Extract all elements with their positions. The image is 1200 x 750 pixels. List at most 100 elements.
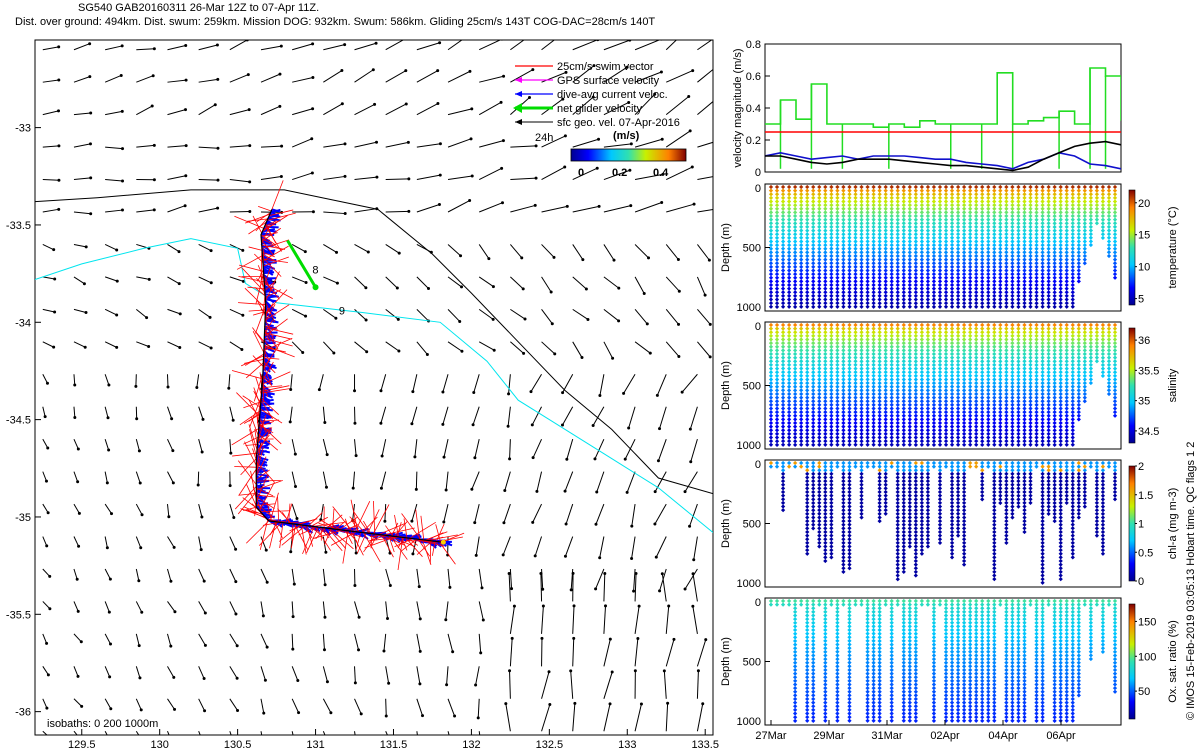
- geo-vector: [320, 503, 324, 520]
- geo-vector-head: [380, 454, 384, 458]
- geo-vector-head: [691, 69, 695, 73]
- geo-vector: [42, 179, 59, 181]
- temperature-profile-point: [786, 268, 792, 273]
- temperature-profile-point: [853, 235, 858, 240]
- temperature-profile-point: [847, 268, 852, 273]
- geo-vector-head: [353, 583, 357, 587]
- temperature-profile-point: [793, 192, 798, 197]
- geo-vector-head: [637, 604, 641, 608]
- geo-vector: [136, 48, 155, 51]
- swim-vector: [252, 448, 257, 461]
- geo-vector-head: [617, 319, 621, 323]
- swim-vector: [264, 318, 288, 337]
- geo-vector: [603, 205, 631, 213]
- temperature-profile-point: [871, 195, 876, 201]
- geo-vector: [385, 244, 400, 254]
- geo-vector-head: [604, 604, 608, 608]
- geo-vector: [318, 374, 324, 390]
- temperature-profile-point: [774, 297, 780, 302]
- geo-vector: [322, 471, 327, 488]
- geo-vector: [291, 308, 306, 317]
- temperature-profile-point: [889, 264, 894, 269]
- geo-vector-head: [43, 415, 47, 419]
- swim-vector: [243, 506, 264, 516]
- geo-vector-head: [46, 673, 50, 677]
- geo-vector-head: [395, 286, 399, 290]
- geo-vector-head: [137, 644, 141, 648]
- geo-vector-head: [502, 521, 506, 525]
- geo-vector: [566, 439, 574, 460]
- geo-vector-head: [84, 311, 88, 315]
- geo-vector-head: [617, 286, 621, 290]
- swim-vector: [263, 256, 289, 267]
- temperature-profile-point: [768, 301, 774, 306]
- geo-vector-head: [323, 583, 327, 587]
- temperature-profile-point: [871, 293, 876, 299]
- swim-vector: [262, 258, 288, 263]
- geo-vector: [136, 341, 149, 347]
- velocity-y-axis: 00.20.40.60.8: [746, 39, 770, 179]
- swim-vector: [262, 245, 289, 262]
- geo-vector: [198, 633, 206, 646]
- swim-vector: [238, 468, 257, 496]
- temperature-profile-point: [823, 286, 828, 291]
- temperature-profile-point: [919, 286, 924, 291]
- dac-vector: [264, 225, 279, 229]
- geostrophic-velocity-field: [42, 40, 713, 748]
- temperature-profile-point: [877, 275, 882, 280]
- temperature-profile-point: [774, 261, 780, 266]
- temperature-profile-point: [805, 297, 810, 302]
- temperature-profile-point: [883, 253, 888, 259]
- temperature-profile-point: [799, 286, 804, 291]
- geo-vector: [104, 601, 110, 613]
- temperature-profile-point: [895, 235, 900, 240]
- geo-vector-head: [147, 277, 151, 281]
- geo-vector-head: [581, 258, 585, 262]
- geo-vector: [509, 439, 511, 459]
- geo-vector-head: [688, 524, 692, 528]
- geo-vector-head: [216, 77, 220, 81]
- geo-vector: [104, 471, 108, 483]
- temperature-profile-point: [847, 301, 852, 306]
- geo-vector-head: [707, 258, 711, 262]
- geo-vector: [291, 439, 296, 455]
- geo-vector-head: [608, 637, 612, 641]
- speed-colorbar: [570, 148, 687, 162]
- geo-vector: [167, 205, 186, 213]
- temperature-profile-point: [847, 261, 852, 266]
- temperature-profile-point: [793, 203, 798, 208]
- temperature-profile-point: [841, 253, 846, 259]
- temperature-profile-point: [853, 199, 858, 204]
- temperature-profile-point: [889, 221, 894, 226]
- geo-vector: [229, 568, 237, 582]
- geo-vector: [477, 698, 480, 718]
- geo-vector-head: [658, 427, 662, 431]
- swim-vector: [349, 516, 366, 534]
- geo-vector-head: [216, 178, 220, 182]
- temperature-profile-point: [877, 304, 882, 309]
- temperature-profile-point: [768, 293, 774, 299]
- velocity-y-label: velocity magnitude (m/s): [732, 48, 744, 167]
- geo-vector-head: [690, 165, 694, 169]
- geo-vector-head: [107, 383, 111, 387]
- geo-vector: [666, 166, 693, 180]
- geo-vector: [104, 341, 117, 348]
- geo-vector: [198, 207, 218, 213]
- geo-vector-head: [147, 344, 151, 348]
- temperature-profile-point: [919, 293, 925, 299]
- swim-vector: [324, 528, 332, 545]
- swim-vector: [254, 253, 264, 263]
- geo-vector-head: [294, 745, 297, 748]
- geo-vector-head: [73, 383, 77, 387]
- geo-vector: [442, 374, 449, 393]
- geo-vector-head: [584, 287, 588, 291]
- geo-vector: [291, 341, 304, 353]
- geo-vector-head: [503, 489, 507, 493]
- temperature-profile-point: [829, 257, 834, 262]
- geo-vector: [510, 40, 525, 51]
- temperature-profile-point: [768, 224, 774, 230]
- temperature-profile-point: [774, 301, 780, 306]
- temperature-profile-point: [823, 272, 828, 277]
- geo-vector-head: [383, 519, 387, 523]
- geo-vector-head: [444, 488, 448, 492]
